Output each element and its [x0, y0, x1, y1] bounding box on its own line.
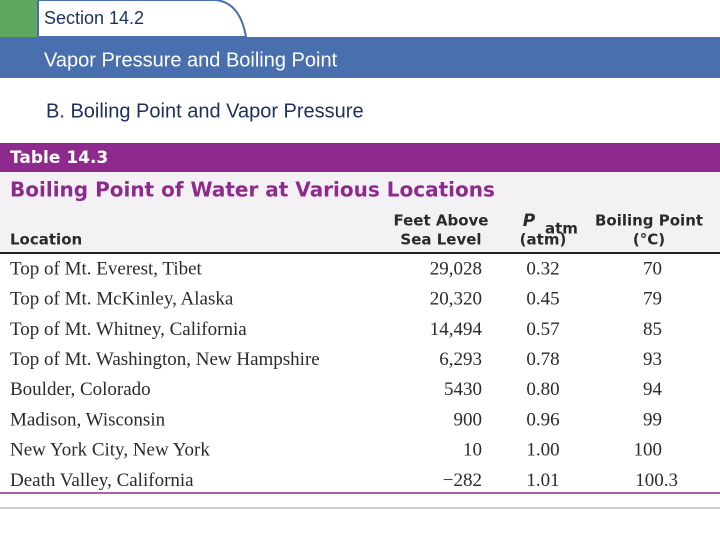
value-cell: 29,028 [430, 258, 482, 279]
value-cell: 0.32 [526, 258, 559, 279]
value-cell: 1.01 [526, 470, 559, 491]
value-cell: −282 [443, 470, 482, 491]
location-cell: Boulder, Colorado [10, 379, 151, 400]
slide-subtitle: B. Boiling Point and Vapor Pressure [46, 100, 364, 122]
value-cell: 14,494 [430, 319, 483, 340]
section-square [0, 0, 38, 37]
column-header: Location [10, 231, 82, 249]
column-header: Feet Above [394, 212, 489, 230]
value-cell: 0.78 [526, 349, 559, 370]
value-cell: 85 [643, 319, 662, 340]
column-subscript: atm [545, 220, 578, 238]
location-cell: Top of Mt. McKinley, Alaska [10, 289, 234, 310]
value-cell: 6,293 [439, 349, 482, 370]
column-header: P [523, 211, 536, 231]
column-header: Sea Level [400, 231, 481, 249]
value-cell: 99 [643, 409, 662, 430]
value-cell: 70 [643, 258, 662, 279]
value-cell: 0.45 [526, 289, 559, 310]
location-cell: Top of Mt. Washington, New Hampshire [10, 349, 320, 370]
value-cell: 900 [454, 409, 483, 430]
location-cell: Top of Mt. Everest, Tibet [10, 258, 203, 279]
value-cell: 79 [643, 289, 662, 310]
value-cell: 20,320 [430, 289, 482, 310]
value-cell: 10 [463, 440, 482, 461]
location-cell: New York City, New York [10, 440, 210, 461]
location-cell: Death Valley, California [10, 470, 194, 491]
value-cell: 100 [634, 440, 663, 461]
table-title: Boiling Point of Water at Various Locati… [10, 178, 495, 202]
table-label: Table 14.3 [10, 148, 108, 168]
value-cell: 93 [643, 349, 662, 370]
table-header-bg [0, 172, 720, 254]
slide-title: Vapor Pressure and Boiling Point [44, 49, 338, 71]
value-cell: 0.96 [526, 409, 559, 430]
value-cell: 0.80 [526, 379, 559, 400]
location-cell: Top of Mt. Whitney, California [10, 319, 247, 340]
column-header: Boiling Point [595, 212, 703, 230]
value-cell: 5430 [444, 379, 482, 400]
column-header: (°C) [633, 231, 665, 249]
location-cell: Madison, Wisconsin [10, 409, 166, 430]
table-label-bar [0, 143, 720, 172]
title-bar [0, 37, 720, 78]
value-cell: 100.3 [635, 470, 678, 491]
column-symbol: P [523, 211, 536, 231]
value-cell: 94 [643, 379, 663, 400]
section-label: Section 14.2 [44, 8, 144, 28]
column-header: (atm) [520, 231, 567, 249]
table-shadow [0, 507, 720, 509]
value-cell: 0.57 [526, 319, 559, 340]
value-cell: 1.00 [526, 440, 559, 461]
section-tab [37, 0, 248, 38]
